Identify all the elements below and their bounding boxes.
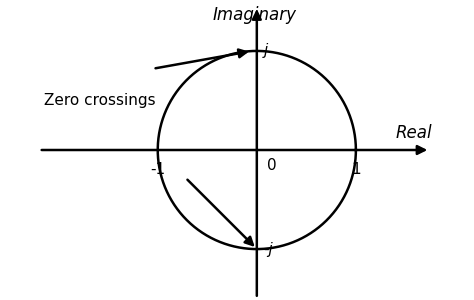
Text: Imaginary: Imaginary <box>212 6 296 24</box>
Text: Real: Real <box>395 124 432 142</box>
Text: Zero crossings: Zero crossings <box>44 93 155 108</box>
Text: 0: 0 <box>267 158 276 173</box>
Text: 1: 1 <box>351 162 361 177</box>
Text: -j: -j <box>264 242 273 256</box>
Text: j: j <box>264 44 268 59</box>
Text: -1: -1 <box>150 162 165 177</box>
